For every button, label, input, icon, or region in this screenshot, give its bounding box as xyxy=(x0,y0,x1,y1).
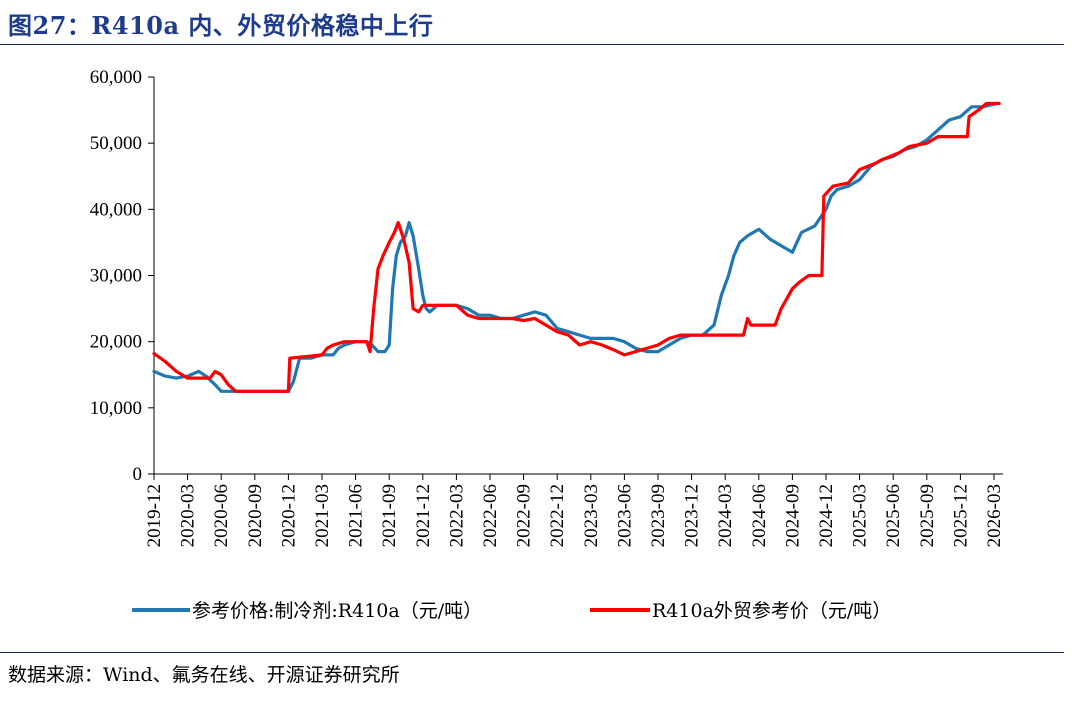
y-tick-label: 10,000 xyxy=(90,398,142,419)
chart-legend: 参考价格:制冷剂:R410a（元/吨） R410a外贸参考价（元/吨） xyxy=(132,600,891,622)
x-tick-label: 2021-12 xyxy=(413,484,434,547)
y-tick-label: 40,000 xyxy=(90,199,142,220)
x-tick-label: 2023-12 xyxy=(682,484,703,547)
series-line-export xyxy=(152,101,1001,393)
x-tick-label: 2023-03 xyxy=(581,484,602,547)
x-tick-label: 2025-06 xyxy=(883,484,904,547)
y-tick-label: 60,000 xyxy=(90,67,142,88)
figure-title: 图27：R410a 内、外贸价格稳中上行 xyxy=(8,11,434,40)
legend-label-export: R410a外贸参考价（元/吨） xyxy=(652,600,891,622)
x-tick-label: 2020-03 xyxy=(178,484,199,547)
x-tick-label: 2024-09 xyxy=(782,484,803,547)
x-tick-label: 2020-09 xyxy=(245,484,266,547)
series-line-domestic xyxy=(152,101,999,393)
x-tick-label: 2024-12 xyxy=(816,484,837,547)
source-rule xyxy=(0,652,1064,653)
x-tick-label: 2023-06 xyxy=(614,484,635,547)
x-tick-label: 2021-03 xyxy=(312,484,333,547)
source-note: 数据来源：Wind、氟务在线、开源证券研究所 xyxy=(8,664,400,686)
x-tick-label: 2020-06 xyxy=(211,484,232,547)
x-tick-label: 2021-09 xyxy=(379,484,400,547)
line-chart: 0 10,000 20,000 30,000 40,000 50,000 60,000 201… xyxy=(90,67,1005,622)
title-rule xyxy=(0,44,1064,45)
x-tick-label: 2020-12 xyxy=(278,484,299,547)
x-tick-label: 2025-09 xyxy=(917,484,938,547)
x-tick-label: 2025-03 xyxy=(850,484,871,547)
x-tick-label: 2022-06 xyxy=(480,484,501,547)
x-tick-label: 2022-12 xyxy=(547,484,568,547)
x-tick-label: 2025-12 xyxy=(950,484,971,547)
y-tick-label: 0 xyxy=(133,464,143,485)
y-tick-label: 50,000 xyxy=(90,133,142,154)
x-tick-label: 2023-09 xyxy=(648,484,669,547)
x-tick-label: 2022-03 xyxy=(446,484,467,547)
x-tick-label: 2021-06 xyxy=(346,484,367,547)
y-tick-label: 20,000 xyxy=(90,332,142,353)
x-tick-label: 2024-06 xyxy=(749,484,770,547)
x-tick-label: 2026-03 xyxy=(984,484,1005,547)
legend-label-domestic: 参考价格:制冷剂:R410a（元/吨） xyxy=(192,600,482,622)
chart-series xyxy=(152,101,1001,393)
x-tick-label: 2022-09 xyxy=(514,484,535,547)
x-tick-label: 2019-12 xyxy=(144,484,165,547)
chart-axes: 0 10,000 20,000 30,000 40,000 50,000 60,000 201… xyxy=(90,67,1005,547)
y-tick-label: 30,000 xyxy=(90,266,142,287)
x-tick-label: 2024-03 xyxy=(715,484,736,547)
